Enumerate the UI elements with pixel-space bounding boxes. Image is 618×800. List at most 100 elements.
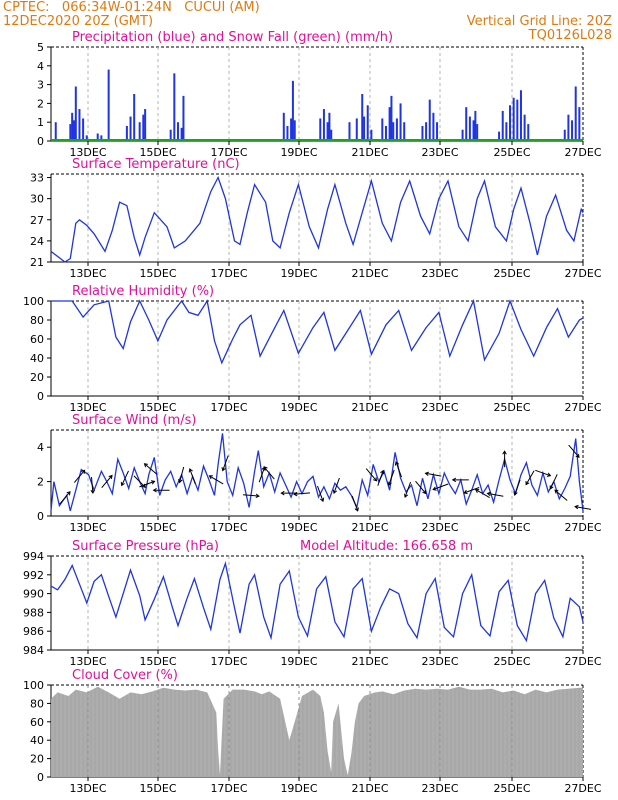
wind-arrow-head (90, 489, 95, 494)
header-location: CPTEC: 066:34W-01:24N CUCUI (AM) (3, 0, 260, 15)
wind-arrow-shaft (317, 485, 324, 502)
precip-bar (180, 127, 183, 141)
wind-arrow-head (293, 491, 298, 497)
wind-arrow-head (463, 489, 468, 495)
precip-bar (425, 122, 428, 141)
wind-arrow-head (332, 489, 338, 495)
panel-0-y-tick-label: 5 (37, 41, 44, 54)
wind-arrow-head (474, 489, 480, 493)
precip-bar (516, 99, 519, 141)
panel-3-series-line (50, 433, 584, 511)
precip-bar (436, 122, 439, 141)
panel-2-x-tick-label: 21DEC (351, 401, 388, 414)
wind-arrow-head (319, 497, 325, 503)
wind-arrow-shaft (377, 470, 384, 486)
precip-bar (512, 97, 515, 141)
panel-2-y-tick-label: 100 (23, 295, 44, 308)
panel-4-x-tick-label: 15DEC (139, 655, 176, 668)
precip-bar (182, 95, 185, 141)
panel-3-x-tick-label: 19DEC (280, 521, 317, 534)
wind-arrow-shaft (189, 468, 196, 485)
wind-arrow-head (152, 487, 157, 493)
header-init-time: 12DEC2020 20Z (GMT) (3, 14, 154, 29)
precip-bar (468, 116, 471, 141)
precip-bar (399, 103, 402, 141)
panel-2-x-tick-label: 17DEC (210, 401, 247, 414)
precip-bar (282, 112, 285, 141)
wind-arrow-shaft (487, 492, 504, 497)
precip-bar (361, 94, 364, 141)
precip-bar (54, 122, 57, 141)
panel-4-y-tick-label: 984 (23, 644, 44, 657)
wind-arrow-shaft (351, 495, 359, 512)
precip-bar (392, 122, 395, 141)
panel-1-y-tick-label: 24 (30, 235, 44, 248)
panel-3-x-tick-label: 27DEC (564, 521, 601, 534)
panel-0-y-tick-label: 2 (37, 97, 44, 110)
wind-arrow-shaft (139, 480, 155, 488)
wind-arrow-shaft (91, 477, 94, 494)
wind-arrow-shaft (575, 506, 591, 510)
panel-1-y-tick-label: 33 (30, 172, 44, 185)
precip-bar (319, 118, 322, 141)
precip-bar (395, 118, 398, 141)
wind-arrow-shaft (433, 483, 449, 490)
panel-5-y-tick-label: 40 (30, 734, 44, 747)
wind-arrow-shaft (475, 489, 490, 499)
precip-bar (523, 114, 526, 141)
panel-2-x-tick-label: 27DEC (564, 401, 601, 414)
precip-bar (403, 122, 406, 141)
panel-2-y-tick-label: 80 (30, 314, 44, 327)
panel-5-title: Cloud Cover (%) (72, 668, 178, 683)
wind-arrow-shaft (514, 479, 521, 496)
wind-arrow-head (394, 461, 400, 466)
panel-1-x-tick-label: 19DEC (280, 267, 317, 280)
wind-arrow-head (143, 463, 148, 468)
precip-bar (291, 80, 294, 141)
panel-3-x-tick-label: 15DEC (139, 521, 176, 534)
wind-arrow-shaft (554, 489, 568, 501)
wind-arrow-shaft (415, 480, 427, 494)
precip-bar (169, 129, 172, 141)
panel-2-series-line (51, 298, 584, 365)
precip-bar (144, 109, 147, 141)
panel-4-title: Surface Pressure (hPa) (72, 539, 219, 554)
panel-4-x-tick-label: 27DEC (564, 655, 601, 668)
panel-1-x-tick-label: 13DEC (69, 267, 106, 280)
panel-3-y-tick-label: 4 (37, 441, 44, 454)
panel-4-x-tick-label: 19DEC (280, 655, 317, 668)
panel-4-y-tick-label: 988 (23, 606, 44, 619)
panel-3-title: Surface Wind (m/s) (72, 413, 196, 428)
precip-bar (107, 69, 110, 141)
wind-arrow-shaft (121, 470, 129, 486)
wind-arrow-head (280, 490, 285, 496)
precip-bar (421, 125, 424, 141)
precip-bar (509, 105, 512, 141)
wind-arrow-shaft (73, 469, 85, 483)
wind-arrow-shaft (242, 494, 259, 497)
panel-5-y-tick-label: 80 (30, 697, 44, 710)
panel-0-x-tick-label: 27DEC (564, 146, 601, 159)
precip-bar (326, 122, 329, 141)
panel-1-y-tick-label: 21 (30, 256, 44, 269)
wind-arrow-shaft (525, 470, 535, 485)
panel-0-y-tick-label: 3 (37, 79, 44, 92)
wind-arrow-shaft (258, 467, 266, 483)
wind-arrow-head (432, 486, 437, 491)
precip-bar (388, 107, 391, 141)
panel-0-x-tick-label: 15DEC (139, 146, 176, 159)
wind-arrow-head (380, 469, 385, 475)
precip-bar (142, 114, 145, 141)
panel-0-title: Precipitation (blue) and Snow Fall (gree… (72, 30, 393, 45)
panel-2-y-tick-label: 20 (30, 371, 44, 384)
panel-0-x-tick-label: 21DEC (351, 146, 388, 159)
precip-bar (125, 125, 128, 141)
panel-4-x-tick-label: 25DEC (493, 655, 530, 668)
precip-bar (286, 125, 289, 141)
panel-3-x-tick-label: 23DEC (421, 521, 458, 534)
wind-arrow-head (373, 477, 378, 482)
precip-bar (129, 116, 132, 141)
wind-arrow-shaft (568, 444, 580, 458)
panel-5-x-tick-label: 23DEC (421, 782, 458, 795)
